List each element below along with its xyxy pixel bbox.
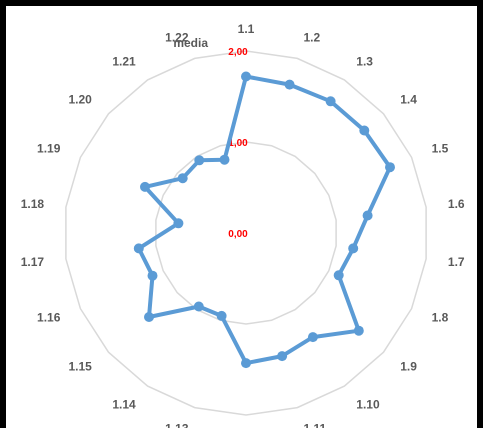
data-point-1-12: [241, 358, 251, 369]
category-label-1-11: 1.11: [304, 422, 327, 428]
tick-label-1: 1,00: [228, 138, 248, 149]
category-label-1-3: 1.3: [356, 54, 373, 68]
data-point-1-15: [144, 312, 154, 322]
category-label-1-9: 1.9: [400, 360, 417, 374]
data-point-1-1: [241, 71, 251, 82]
data-point-1-11: [277, 351, 288, 362]
data-point-1-22: [219, 154, 230, 165]
radar-grid: [65, 50, 427, 416]
category-labels: 1.11.21.31.41.51.61.71.81.91.101.111.121…: [21, 22, 465, 428]
tick-label-2: 2,00: [228, 47, 248, 58]
category-label-1-2: 1.2: [304, 30, 321, 44]
grid-ring-1: [155, 141, 337, 325]
category-label-1-20: 1.20: [68, 92, 92, 106]
data-point-1-8: [333, 270, 344, 281]
data-point-1-6: [362, 210, 373, 221]
radar-chart: 0,00 1,00 2,00 1.1 1.2 1.3 1.4 1.5 1.6 1.7 1.8 1.9…: [21, 22, 465, 428]
data-point-1-17: [133, 243, 144, 254]
data-point-1-21: [194, 155, 205, 166]
data-point-1-4: [359, 125, 370, 136]
data-point-1-13: [216, 310, 227, 321]
category-label-1-19: 1.19: [37, 141, 61, 155]
category-label-1-8: 1.8: [432, 311, 449, 325]
grid-ring-2: [65, 50, 427, 416]
category-label-1-1: 1.1: [238, 22, 255, 36]
data-point-1-9: [353, 325, 364, 336]
radial-tick-labels: 0,00 1,00 2,00: [228, 47, 248, 240]
series-label-media: media: [173, 36, 208, 50]
category-label-1-10: 1.10: [356, 398, 380, 412]
data-point-1-5: [385, 162, 395, 173]
category-label-1-18: 1.18: [21, 197, 45, 211]
category-label-1-22: 1.22: [165, 30, 189, 44]
category-label-1-13: 1.13: [165, 422, 189, 428]
category-label-1-7: 1.7: [448, 255, 465, 269]
category-label-1-15: 1.15: [68, 360, 92, 374]
series-layer: [133, 71, 395, 369]
data-point-1-3: [325, 96, 336, 107]
data-point-1-14: [193, 301, 204, 312]
data-point-1-19: [140, 181, 150, 192]
category-label-1-16: 1.16: [37, 311, 61, 325]
category-label-1-6: 1.6: [448, 197, 465, 211]
category-label-1-14: 1.14: [112, 398, 136, 412]
data-point-1-16: [147, 270, 158, 281]
data-point-1-2: [284, 79, 295, 90]
data-point-1-10: [307, 332, 318, 343]
category-label-1-4: 1.4: [400, 92, 417, 106]
tick-label-0: 0,00: [228, 229, 248, 240]
data-point-1-20: [177, 173, 188, 184]
data-point-1-7: [348, 243, 359, 254]
category-label-1-21: 1.21: [112, 54, 136, 68]
category-label-1-17: 1.17: [21, 255, 45, 269]
data-point-1-18: [173, 218, 184, 229]
category-label-1-5: 1.5: [432, 141, 449, 155]
